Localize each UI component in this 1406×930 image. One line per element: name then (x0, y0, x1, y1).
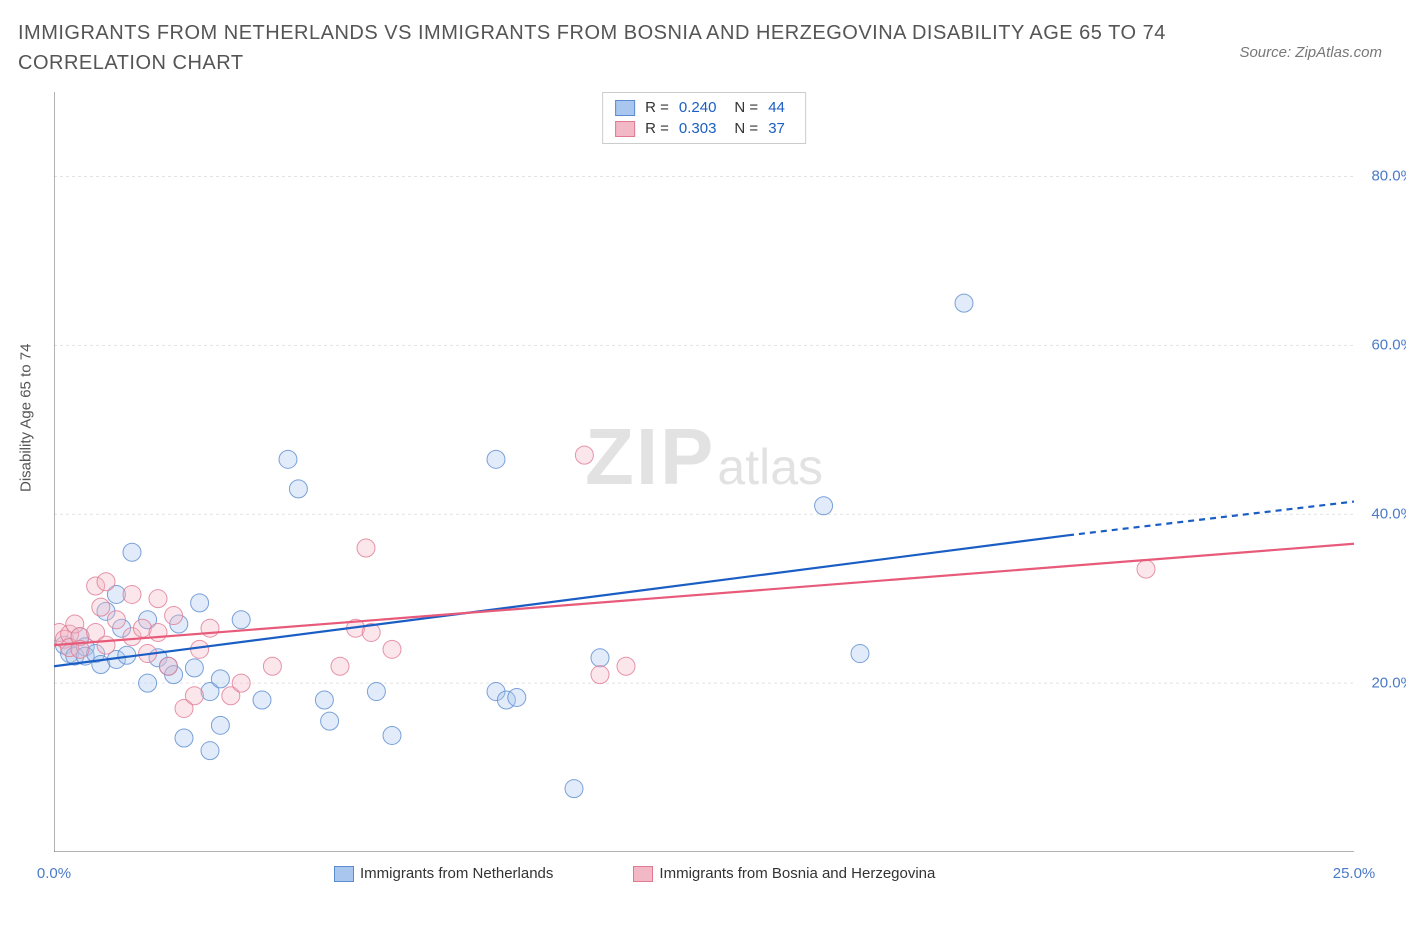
series-legend-label: Immigrants from Netherlands (360, 865, 553, 882)
scatter-plot (54, 92, 1354, 852)
y-tick-label: 40.0% (1371, 506, 1406, 523)
legend-swatch (334, 866, 354, 882)
n-value: 44 (768, 99, 785, 116)
n-value: 37 (768, 120, 785, 137)
n-label: N = (734, 99, 758, 116)
chart-container: Disability Age 65 to 74 ZIP atlas R =0.2… (54, 92, 1354, 852)
r-label: R = (645, 120, 669, 137)
r-label: R = (645, 99, 669, 116)
r-value: 0.303 (679, 120, 717, 137)
y-tick-label: 20.0% (1371, 675, 1406, 692)
correlation-legend: R = 0.240 N = 44 R = 0.303 N = 37 (602, 92, 806, 144)
y-tick-label: 60.0% (1371, 337, 1406, 354)
y-axis-label: Disability Age 65 to 74 (18, 344, 35, 492)
r-value: 0.240 (679, 99, 717, 116)
legend-swatch (615, 100, 635, 116)
chart-title: IMMIGRANTS FROM NETHERLANDS VS IMMIGRANT… (18, 18, 1206, 78)
series-legend-item: Immigrants from Bosnia and Herzegovina (633, 865, 935, 882)
series-legend: Immigrants from Netherlands Immigrants fr… (334, 865, 935, 882)
y-tick-label: 80.0% (1371, 168, 1406, 185)
legend-swatch (615, 121, 635, 137)
n-label: N = (734, 120, 758, 137)
x-tick-label: 25.0% (1333, 865, 1376, 882)
legend-stat-row: R = 0.303 N = 37 (615, 118, 793, 139)
series-legend-item: Immigrants from Netherlands (334, 865, 553, 882)
series-legend-label: Immigrants from Bosnia and Herzegovina (659, 865, 935, 882)
legend-stat-row: R = 0.240 N = 44 (615, 97, 793, 118)
source-attribution: Source: ZipAtlas.com (1239, 44, 1382, 61)
x-tick-label: 0.0% (37, 865, 71, 882)
legend-swatch (633, 866, 653, 882)
